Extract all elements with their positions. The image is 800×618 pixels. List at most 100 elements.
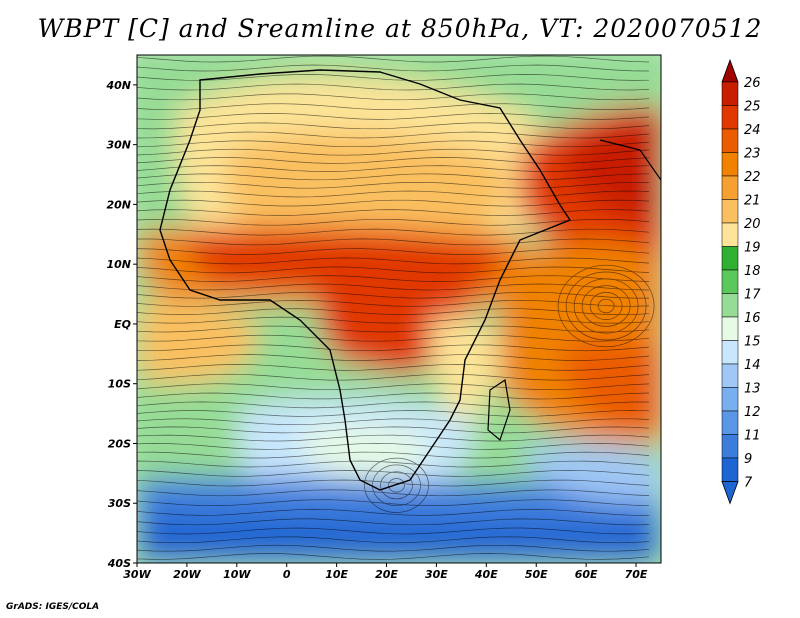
lon-tick-label: 20E <box>375 568 398 581</box>
streamline <box>137 344 650 352</box>
streamline <box>137 283 650 291</box>
streamline <box>137 165 650 172</box>
streamline <box>137 489 650 497</box>
vortex-ring <box>380 471 413 500</box>
lon-tick-label: 40E <box>474 568 498 581</box>
colorbar-label: 15 <box>744 335 761 350</box>
streamline <box>137 451 650 459</box>
streamline <box>137 553 650 560</box>
streamline <box>137 55 650 63</box>
colorbar-label: 11 <box>744 429 761 444</box>
streamline <box>137 257 650 265</box>
colorbar-label: 18 <box>744 264 761 279</box>
streamlines <box>137 55 655 560</box>
vortex-ring <box>557 264 655 348</box>
streamline <box>137 228 650 236</box>
lat-tick-label: 10S <box>108 378 131 391</box>
streamline <box>137 426 650 434</box>
colorbar-swatch <box>721 105 739 130</box>
streamline <box>137 443 650 450</box>
lat-tick-label: 20S <box>108 437 131 450</box>
colorbar-label: 23 <box>744 147 761 162</box>
vortex-ring <box>388 478 405 493</box>
streamline <box>137 140 650 148</box>
lon-tick-label: 10W <box>223 568 251 581</box>
streamline <box>137 373 650 381</box>
colorbar-swatch <box>721 152 739 177</box>
colorbar-swatch <box>721 387 739 412</box>
colorbar-label: 12 <box>744 405 761 420</box>
streamline <box>137 103 650 111</box>
lon-tick-label: 10E <box>325 568 348 581</box>
vortex-ring <box>589 292 623 320</box>
streamline <box>137 418 650 426</box>
colorbar-swatch <box>721 340 739 365</box>
map-panel <box>136 54 662 564</box>
colorbar-swatch <box>721 293 739 318</box>
vortex-ring <box>364 457 429 513</box>
streamline <box>137 544 650 552</box>
vortex-ring <box>372 464 421 507</box>
streamline <box>137 383 650 391</box>
streamline <box>137 536 650 544</box>
streamline <box>137 113 650 120</box>
lon-tick-label: 0 <box>283 568 291 581</box>
streamline <box>137 266 650 274</box>
colorbar-swatch <box>721 222 739 247</box>
lat-tick-label: 40N <box>105 79 131 92</box>
colorbar-label: 17 <box>744 288 761 303</box>
lon-tick-label: 60E <box>575 568 598 581</box>
colorbar-swatch <box>721 246 739 271</box>
streamline <box>137 190 650 198</box>
streamline <box>137 434 650 442</box>
colorbar-label: 16 <box>744 311 761 326</box>
colorbar-label: 20 <box>744 217 761 232</box>
colorbar-label: 22 <box>744 170 761 185</box>
streamline <box>137 248 650 255</box>
streamline <box>137 209 650 216</box>
streamline <box>137 181 650 189</box>
colorbar-label: 7 <box>744 476 753 491</box>
colorbar-swatch <box>721 128 739 153</box>
colorbar-swatch <box>721 363 739 388</box>
coastline <box>159 69 572 491</box>
colorbar-swatch <box>721 316 739 341</box>
vortex-ring <box>573 278 639 334</box>
streamline <box>137 291 649 299</box>
streamline <box>137 64 650 72</box>
streamline <box>137 334 650 342</box>
colorbar-label: 26 <box>744 76 761 91</box>
streamline <box>137 238 650 246</box>
india-coast <box>599 139 661 181</box>
streamline <box>137 74 650 81</box>
axis-ticks: 30W 20W 10W 0 10E 20E 30E 40E 50E 60E 70E 40N 30N 20N… <box>105 79 647 581</box>
credit-label: GrADS: IGES/COLA <box>6 602 100 612</box>
colorbar: 26 25 24 23 22 21 20 19 18 17 16 15 14 13 12 11 9 7 <box>721 58 761 505</box>
lon-tick-label: 50E <box>525 568 548 581</box>
streamline <box>137 364 650 371</box>
wbpt-field <box>137 55 661 563</box>
streamline <box>137 199 650 207</box>
streamline <box>137 470 650 477</box>
streamline <box>137 218 650 226</box>
colorbar-swatch <box>721 269 739 294</box>
colorbar-label: 24 <box>744 123 761 138</box>
lat-tick-label: 30N <box>106 139 131 152</box>
colorbar-label: 19 <box>744 241 761 256</box>
colorbar-label: 9 <box>744 452 752 467</box>
streamline <box>137 93 650 101</box>
lat-tick-label: 30S <box>108 497 131 510</box>
colorbar-label: 25 <box>744 100 761 115</box>
streamline <box>137 173 650 181</box>
streamline <box>137 299 650 307</box>
streamline <box>137 527 650 535</box>
streamline <box>137 325 650 333</box>
streamline <box>137 148 650 156</box>
colorbar-swatch <box>721 410 739 435</box>
lon-tick-label: 30W <box>123 568 151 581</box>
streamline <box>137 518 650 526</box>
lon-tick-label: 70E <box>625 568 648 581</box>
streamline <box>137 122 650 130</box>
colorbar-swatch <box>721 199 739 224</box>
